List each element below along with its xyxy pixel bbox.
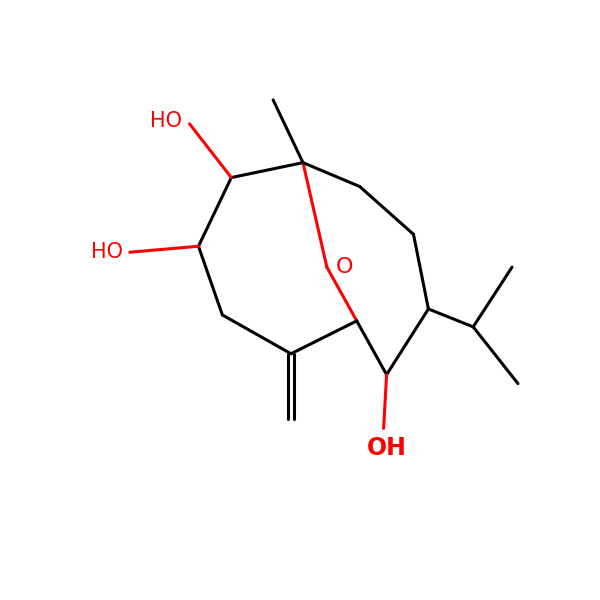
Text: OH: OH <box>367 436 407 460</box>
Text: HO: HO <box>151 111 182 131</box>
Text: HO: HO <box>91 242 122 262</box>
Text: O: O <box>336 257 353 277</box>
